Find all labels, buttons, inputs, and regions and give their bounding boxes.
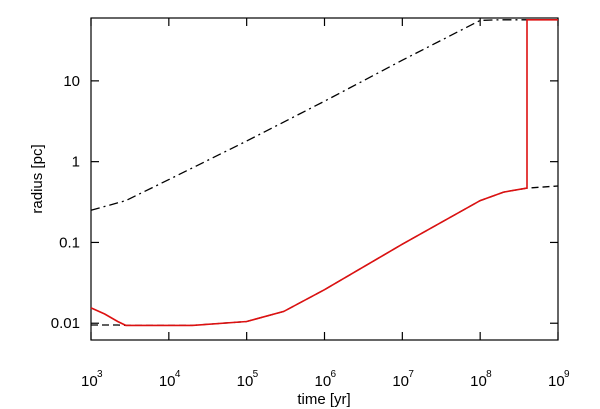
x-tick-exponent: 8 <box>486 369 492 380</box>
y-tick-label: 10 <box>63 73 80 90</box>
x-tick-exponent: 4 <box>175 369 181 380</box>
x-tick-exponent: 7 <box>408 369 414 380</box>
y-tick-label: 1 <box>72 154 80 171</box>
series-layer <box>90 19 559 327</box>
x-tick-label: 10 <box>81 373 98 390</box>
x-tick-label: 10 <box>392 373 409 390</box>
x-tick-label: 10 <box>548 373 565 390</box>
series-line-solid <box>90 19 558 327</box>
x-tick-label: 10 <box>315 373 332 390</box>
x-tick-label: 10 <box>159 373 176 390</box>
x-tick-exponent: 6 <box>331 369 337 380</box>
x-tick-exponent: 9 <box>564 369 570 380</box>
series-line-dashed <box>91 185 559 327</box>
y-axis-label: radius [pc] <box>29 144 46 213</box>
x-axis-label: time [yr] <box>297 391 350 408</box>
plot-frame <box>90 17 559 341</box>
ticks-layer <box>90 18 559 340</box>
y-tick-label: 0.01 <box>51 315 80 332</box>
x-tick-label: 10 <box>470 373 487 390</box>
x-tick-exponent: 5 <box>253 369 259 380</box>
y-tick-label: 0.1 <box>59 234 80 251</box>
x-tick-label: 10 <box>237 373 254 390</box>
x-tick-exponent: 3 <box>97 369 103 380</box>
series-line-dash-dot <box>90 19 527 211</box>
